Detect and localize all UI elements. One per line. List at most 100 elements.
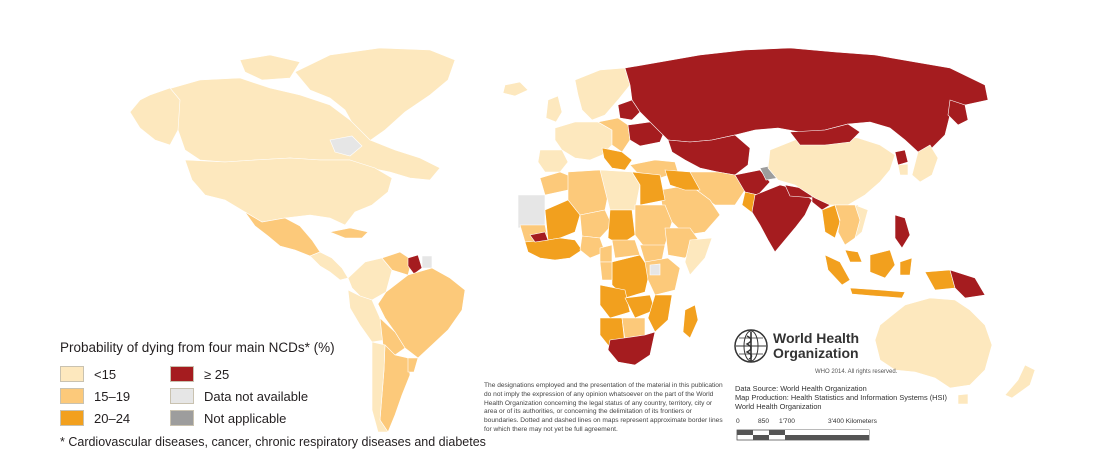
region-sierra-leone <box>529 231 549 243</box>
region-north-korea <box>894 149 909 166</box>
region-uruguay <box>407 357 419 373</box>
legend-swatch <box>60 410 84 426</box>
region-east-africa <box>644 257 681 296</box>
region-tasmania <box>957 393 969 405</box>
legend-label: 20–24 <box>94 410 131 426</box>
legend-item-lt15: <15 <box>60 365 170 383</box>
region-sulawesi <box>899 257 913 276</box>
region-chile <box>371 341 389 433</box>
region-java <box>849 287 906 299</box>
region-new-zealand <box>1004 364 1036 399</box>
region-west-africa <box>524 237 583 261</box>
legend-label: ≥ 25 <box>204 366 230 382</box>
legend-swatch <box>60 366 84 382</box>
region-egypt <box>631 171 666 206</box>
legend-item-20-24: 20–24 <box>60 409 170 427</box>
region-bolivia <box>379 317 406 356</box>
scale-bar: 0 850 1'700 3'400 Kilometers <box>736 418 877 446</box>
region-niger <box>579 209 613 239</box>
legend-item-ge25: ≥ 25 <box>170 365 370 383</box>
region-brazil <box>377 267 466 359</box>
scale-bar-graphic <box>736 429 870 441</box>
region-car <box>611 239 641 259</box>
legend-swatch <box>170 410 194 426</box>
region-malaysia <box>844 249 863 263</box>
who-name-line2: Organization <box>773 345 859 361</box>
region-uganda-na <box>649 263 661 276</box>
region-belarus <box>617 99 641 121</box>
region-afghanistan <box>734 169 771 196</box>
region-western-europe <box>554 121 613 161</box>
region-somalia <box>684 237 713 276</box>
legend-label: Not applicable <box>204 410 287 426</box>
scale-label-850: 850 <box>758 418 770 425</box>
region-suriname <box>421 255 433 269</box>
region-caribbean <box>328 227 369 239</box>
who-emblem-icon <box>734 329 768 363</box>
region-guyana <box>407 254 423 275</box>
region-iraq <box>664 169 701 191</box>
region-south-africa <box>607 331 656 366</box>
region-vietnam <box>854 204 869 239</box>
region-myanmar <box>821 204 841 239</box>
region-western-sahara <box>517 194 546 229</box>
legend-title: Probability of dying from four main NCDs… <box>60 340 335 355</box>
map-credits: Data Source: World Health Organization M… <box>735 384 947 411</box>
legend-footnote: * Cardiovascular diseases, cancer, chron… <box>60 435 486 449</box>
region-philippines <box>894 214 911 249</box>
who-logo: World Health Organization <box>733 328 859 364</box>
region-angola <box>599 284 631 319</box>
region-scandinavia <box>574 67 631 121</box>
region-central-asia <box>667 134 751 176</box>
region-central-america <box>309 251 349 281</box>
scale-label-0: 0 <box>736 418 740 425</box>
legend-swatch <box>170 366 194 382</box>
legend-item-na: Data not available <box>170 387 370 405</box>
region-mongolia <box>789 123 861 146</box>
scale-label-1700: 1'700 <box>779 418 795 425</box>
region-madagascar <box>682 304 699 339</box>
region-drc <box>611 254 651 299</box>
region-new-guinea-w <box>924 269 956 291</box>
region-iberia <box>537 149 569 173</box>
region-alaska <box>129 87 181 146</box>
region-usa <box>184 157 393 226</box>
region-cameroon <box>599 244 613 263</box>
legend-swatch <box>170 388 194 404</box>
region-sumatra <box>824 254 851 286</box>
region-nigeria <box>579 235 606 259</box>
scale-labels: 0 850 1'700 3'400 Kilometers <box>736 418 877 428</box>
legend-label: Data not available <box>204 388 309 404</box>
who-name: World Health Organization <box>769 331 859 361</box>
region-australia <box>874 297 993 389</box>
region-mexico <box>244 211 321 257</box>
legend-item-not-applicable: Not applicable <box>170 409 370 427</box>
credit-org: World Health Organization <box>735 402 822 411</box>
region-japan <box>911 144 939 183</box>
region-borneo <box>869 249 896 279</box>
region-png <box>949 269 986 299</box>
region-canada <box>164 77 441 181</box>
region-canada-arctic <box>239 54 301 81</box>
scale-label-3400: 3'400 Kilometers <box>828 418 877 425</box>
who-name-line1: World Health <box>773 330 860 346</box>
credit-source: Data Source: World Health Organization <box>735 384 867 393</box>
region-great-lakes <box>329 135 363 157</box>
region-iceland <box>502 81 529 97</box>
disclaimer-text: The designations employed and the presen… <box>484 382 723 433</box>
region-mozambique <box>647 294 673 333</box>
legend-grid: <15 ≥ 25 15–19 Data not available 20–24 … <box>60 365 480 427</box>
credit-production: Map Production: Health Statistics and In… <box>735 393 947 402</box>
legend-item-15-19: 15–19 <box>60 387 170 405</box>
region-south-korea <box>897 163 909 176</box>
region-eastern-europe <box>597 117 631 153</box>
legend: Probability of dying from four main NCDs… <box>60 340 486 449</box>
region-balkans <box>601 147 633 171</box>
legend-swatch <box>60 388 84 404</box>
copyright: WHO 2014. All rights reserved. <box>815 369 898 375</box>
legend-label: <15 <box>94 366 117 382</box>
region-kamchatka <box>947 99 969 126</box>
region-gabon <box>599 261 613 281</box>
legend-label: 15–19 <box>94 388 131 404</box>
